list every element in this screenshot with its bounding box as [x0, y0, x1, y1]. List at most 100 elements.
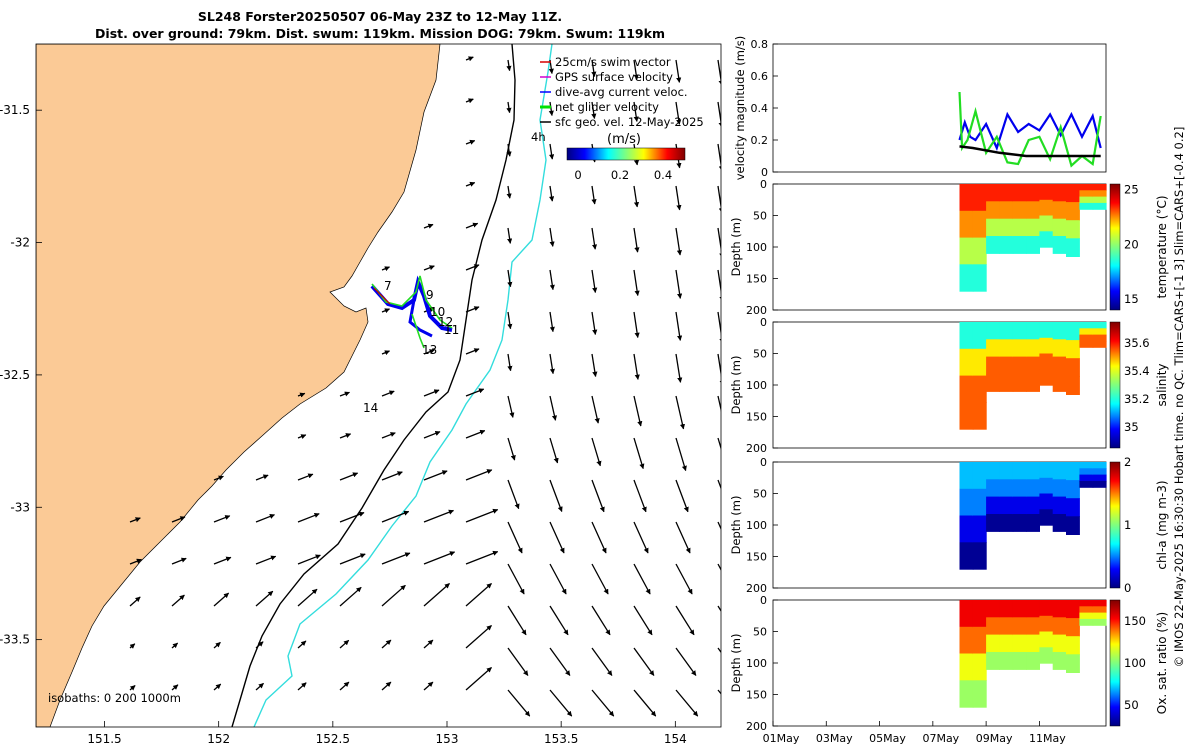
geo-vector-arrow [297, 473, 314, 481]
section-cell [959, 462, 974, 490]
section-cell [959, 348, 974, 377]
geo-vector-arrow [549, 647, 571, 676]
section-cell [1039, 509, 1054, 526]
section-cell [999, 617, 1014, 636]
section-cell [1012, 236, 1027, 254]
section-cell [1092, 196, 1107, 204]
section-cell [1066, 220, 1080, 239]
geo-vector-arrow [549, 353, 555, 375]
section-cell [1066, 462, 1080, 481]
section-cell [972, 184, 987, 212]
section-cell [1079, 612, 1094, 620]
geo-vector-arrow [465, 139, 476, 145]
time-tick-label: 07May [922, 732, 959, 745]
geo-vector-arrow [507, 521, 523, 554]
geo-vector-arrow [633, 101, 639, 122]
geo-vector-arrow [675, 395, 685, 430]
geo-vector-arrow [549, 185, 555, 202]
geo-vector-arrow [171, 516, 186, 523]
section-cell [1079, 190, 1094, 198]
map-x-axis: 151.5 152 152.5 153 153.5 154 [87, 721, 687, 746]
geo-vector-arrow [591, 479, 605, 513]
geo-vector-arrow [465, 667, 492, 691]
colorbar-label: Ox. sat. ratio (%) [1155, 612, 1169, 714]
geo-vector-arrow [591, 437, 602, 467]
contour-1000m [253, 44, 553, 727]
geo-vector-arrow [633, 227, 640, 253]
legend-item-swim-vector: 25cm/s swim vector [540, 55, 671, 69]
geo-vector-arrow [507, 227, 513, 244]
geo-vector-arrow [381, 432, 396, 439]
map-frame [35, 43, 722, 728]
geo-vector-arrow [129, 643, 136, 649]
depth-tick-label: 0 [760, 594, 767, 607]
section-cell [1079, 468, 1094, 476]
time-tick-label: 03May [816, 732, 853, 745]
track-day-label: 14 [363, 401, 378, 415]
section-cell [972, 402, 987, 430]
geo-vector-arrow [717, 479, 721, 490]
geo-vector-arrow [506, 143, 512, 157]
section-cell [1092, 340, 1107, 348]
section-cell [1092, 334, 1107, 342]
velocity-y-tick-label: 0.4 [751, 102, 769, 115]
geo-vector-arrow [506, 185, 512, 199]
legend-item-dive-avg-current: dive-avg current veloc. [540, 85, 688, 99]
section-cell [1012, 374, 1027, 392]
section-cell [1026, 617, 1040, 636]
section-cell [1079, 196, 1094, 204]
section-cell [1052, 617, 1067, 636]
depth-tick-label: 100 [746, 657, 767, 670]
section-cell [1092, 328, 1107, 336]
geo-vector-arrow [465, 469, 493, 481]
geo-vector-arrow [339, 553, 366, 565]
velocity-series-line [958, 111, 1102, 152]
track-day-label: 13 [422, 343, 437, 357]
map-x-tick-label: 153 [436, 732, 459, 746]
section-cell [972, 375, 987, 403]
section-cell [1079, 334, 1094, 342]
section-cell [1026, 218, 1040, 237]
geo-vector-arrow [675, 647, 697, 676]
depth-ylabel: Depth (m) [729, 218, 743, 277]
geo-vector-arrow [171, 594, 185, 607]
section-cell [1066, 618, 1080, 637]
section-cell [1052, 462, 1067, 480]
geo-vector-arrow [675, 689, 699, 717]
section-cell [1039, 477, 1054, 495]
section-panel-2: 0 50 100 150 200 Depth (m) 35 35.2 35.4 35.6 salin… [729, 316, 1169, 455]
section-cell [986, 462, 1000, 480]
geo-vector-arrow [297, 682, 307, 691]
geo-vector-arrow [213, 641, 221, 649]
track-day-label: 11 [444, 323, 459, 337]
geo-vector-arrow [549, 689, 573, 717]
velocity-y-tick-label: 0.6 [751, 70, 769, 83]
depth-tick-label: 50 [753, 210, 767, 223]
geo-vector-arrow [591, 563, 609, 595]
section-cell [986, 634, 1000, 653]
depth-tick-label: 200 [746, 442, 767, 455]
geo-vector-arrow [633, 395, 643, 427]
colorbar-tick-label: 2 [1124, 455, 1131, 469]
section-cell [1026, 514, 1040, 532]
section-cell [999, 184, 1014, 202]
geo-vector-arrow [675, 311, 683, 341]
geo-vector-arrow [591, 647, 613, 676]
colorbar-tick-label: 50 [1124, 698, 1139, 712]
geo-vector-arrow [423, 583, 450, 607]
glider-track [370, 275, 453, 349]
geo-vector-arrow [548, 101, 554, 117]
geo-vector-arrow [297, 434, 307, 440]
geo-vector-arrow [591, 59, 597, 78]
section-cell [1039, 337, 1054, 355]
velocity-series [958, 91, 1102, 168]
colorbar-tick-label: 15 [1124, 292, 1139, 306]
geo-vector-arrow [339, 586, 362, 607]
geo-vector-arrow [465, 222, 479, 229]
velocity-series-line [959, 145, 1101, 158]
geo-vector-arrow [717, 101, 721, 128]
section-cell [1026, 652, 1040, 670]
depth-tick-label: 150 [746, 551, 767, 564]
section-cell [999, 600, 1014, 618]
geo-vector-arrow [381, 681, 392, 691]
